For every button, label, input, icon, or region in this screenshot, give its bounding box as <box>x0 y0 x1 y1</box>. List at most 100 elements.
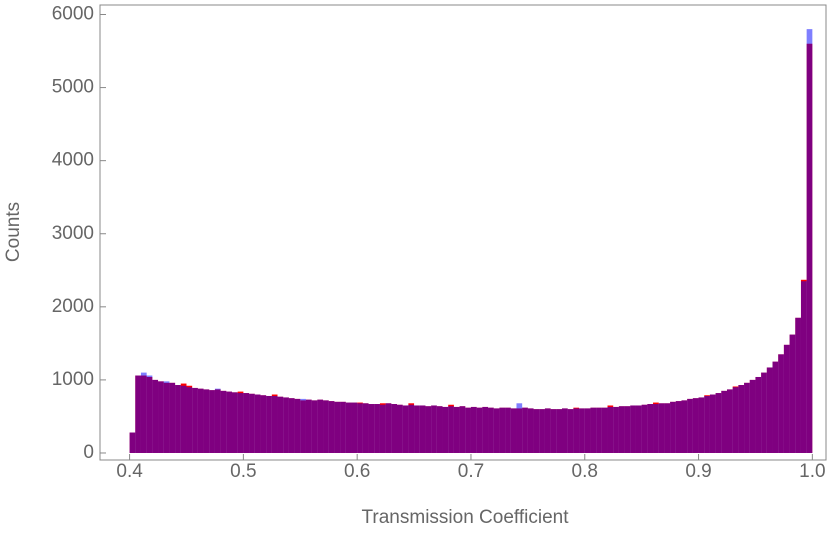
bar <box>658 403 665 453</box>
bar <box>283 397 289 453</box>
bar <box>601 407 608 453</box>
bar <box>197 388 204 453</box>
bar <box>243 393 250 453</box>
x-tick-label: 0.6 <box>344 461 370 482</box>
bar <box>567 409 574 453</box>
bar <box>687 398 693 453</box>
bar <box>232 392 238 453</box>
bar <box>488 407 494 453</box>
bar <box>311 400 318 453</box>
bar <box>709 394 716 453</box>
bar <box>516 403 523 453</box>
y-tick-label: 1000 <box>52 369 94 390</box>
bar <box>163 381 170 453</box>
bar <box>772 361 779 453</box>
bar <box>470 406 477 453</box>
bar <box>715 393 722 453</box>
bar <box>539 409 545 453</box>
bar <box>749 379 756 453</box>
y-tick-label: 5000 <box>52 77 94 98</box>
bar <box>641 404 648 453</box>
bar <box>505 407 511 453</box>
bar <box>220 390 227 453</box>
bar <box>192 387 198 453</box>
bar <box>704 395 710 453</box>
x-axis-label: Transmission Coefficient <box>362 507 570 528</box>
bar <box>630 405 636 453</box>
x-tick-label: 0.5 <box>230 461 256 482</box>
bar <box>300 398 306 453</box>
bar <box>727 389 733 453</box>
bar <box>146 375 153 453</box>
bar <box>368 404 375 453</box>
bar <box>135 375 141 453</box>
bar <box>305 399 312 453</box>
bar <box>379 404 386 453</box>
bar <box>755 376 762 453</box>
bar <box>158 381 164 453</box>
bar <box>766 367 773 453</box>
bar <box>584 408 591 453</box>
bar <box>414 405 420 453</box>
bar <box>328 401 335 453</box>
bar <box>294 398 301 453</box>
y-tick-label: 6000 <box>52 4 94 25</box>
bar <box>670 401 676 453</box>
bar <box>186 387 193 453</box>
bar <box>533 409 540 453</box>
bar <box>783 344 790 453</box>
bar <box>374 404 380 453</box>
bar <box>175 385 181 453</box>
bar <box>254 394 261 453</box>
bar <box>562 408 568 453</box>
bar <box>425 406 432 453</box>
bar <box>152 379 159 453</box>
bar <box>550 409 557 453</box>
bar <box>789 334 796 453</box>
bar <box>800 281 807 453</box>
bar <box>277 396 284 453</box>
bar <box>527 408 534 453</box>
x-tick-label: 1.0 <box>799 461 825 482</box>
y-tick-label: 0 <box>83 442 94 463</box>
bar <box>778 354 784 453</box>
bar <box>271 395 278 453</box>
bar <box>288 398 295 453</box>
bar <box>402 405 409 453</box>
bar <box>653 404 659 453</box>
y-tick-label: 4000 <box>52 150 94 171</box>
bar <box>613 406 619 453</box>
bar <box>675 401 682 453</box>
bar <box>357 403 363 453</box>
bar <box>442 406 449 453</box>
bar <box>391 404 397 453</box>
bar <box>419 405 426 453</box>
bar <box>448 406 454 453</box>
bar <box>385 403 392 453</box>
bar <box>266 395 272 453</box>
y-tick-label: 2000 <box>52 296 94 317</box>
bar <box>761 372 767 453</box>
bar <box>806 29 813 453</box>
bar <box>596 407 602 453</box>
bar <box>482 406 489 453</box>
bar <box>323 400 329 453</box>
x-tick-label: 0.4 <box>116 461 143 482</box>
bar <box>345 402 352 453</box>
bar <box>260 395 267 453</box>
bar <box>732 387 739 453</box>
bar <box>624 406 631 453</box>
plot-frame <box>99 4 827 461</box>
bar <box>214 388 221 453</box>
bar <box>129 432 136 453</box>
y-tick-label: 3000 <box>52 223 94 244</box>
y-axis-label: Counts <box>3 202 24 262</box>
bar <box>397 404 403 453</box>
bar <box>226 391 232 453</box>
bar <box>635 405 642 453</box>
bar <box>499 407 506 453</box>
bar <box>698 397 705 453</box>
bar <box>436 406 443 453</box>
bar <box>607 406 614 453</box>
bar <box>647 404 654 453</box>
